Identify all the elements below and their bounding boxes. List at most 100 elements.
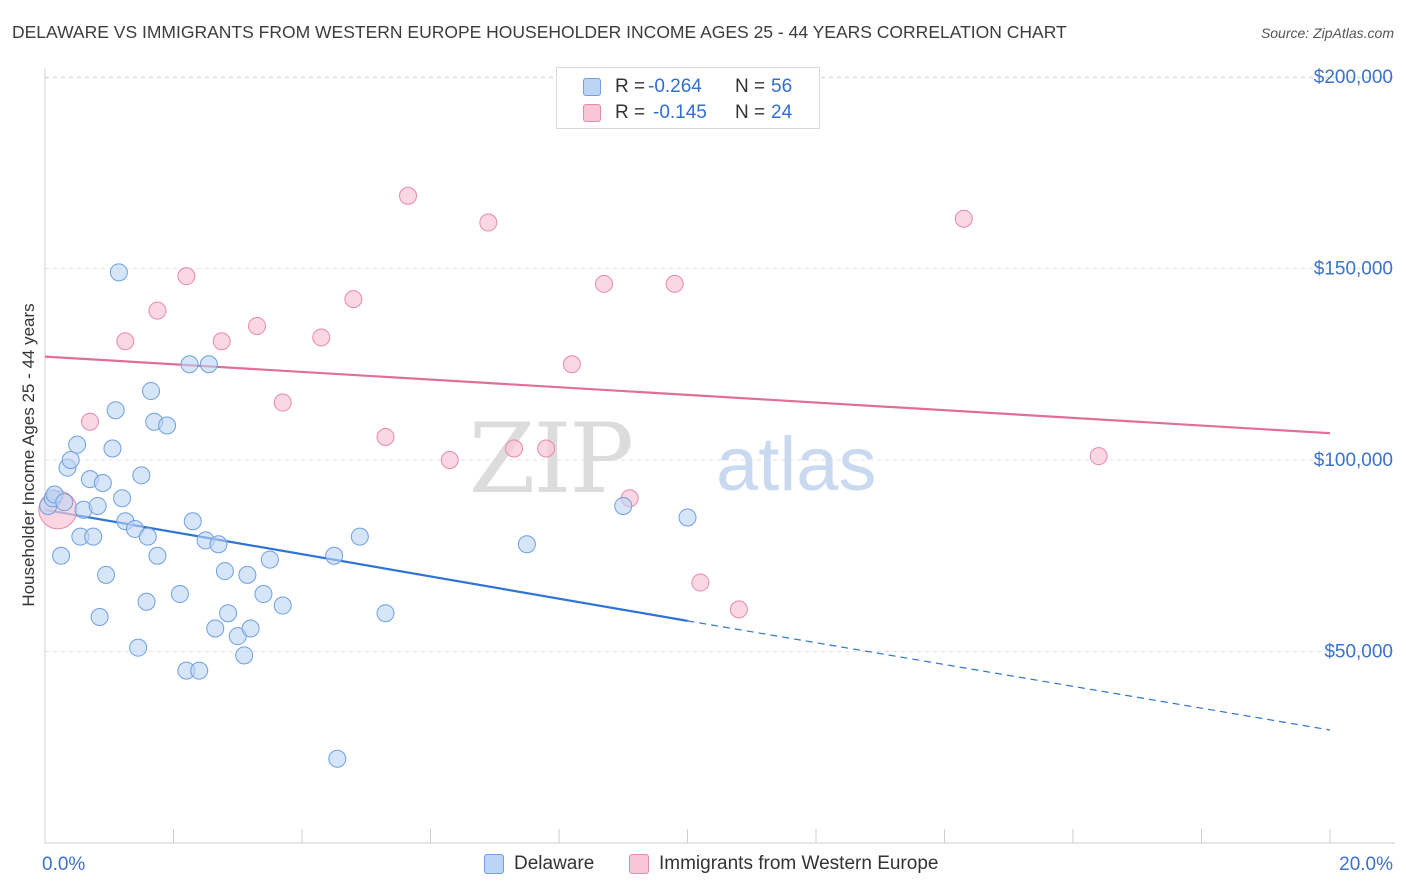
point-immigrants (376, 428, 395, 447)
point-delaware (209, 535, 228, 554)
point-delaware (235, 646, 254, 665)
point-delaware (158, 416, 177, 435)
point-delaware (61, 451, 80, 469)
point-delaware (215, 562, 234, 581)
point-delaware (199, 355, 218, 374)
bottom-legend-label-immigrants: Immigrants from Western Europe (659, 853, 939, 874)
trend-line-immigrants (44, 355, 1331, 435)
chart-title: DELAWARE VS IMMIGRANTS FROM WESTERN EURO… (12, 22, 1067, 42)
point-delaware (52, 546, 71, 565)
legend-r-label: R = (615, 76, 646, 97)
point-delaware (55, 493, 74, 512)
watermark-zip: ZIP (469, 403, 632, 515)
point-delaware (138, 527, 157, 546)
point-immigrants (691, 573, 710, 592)
point-immigrants (177, 267, 196, 286)
point-delaware (219, 604, 238, 623)
point-delaware (328, 749, 347, 768)
point-delaware (109, 263, 128, 282)
y-tick-labels: $50,000 $100,000 $150,000 $200,000 (1314, 67, 1393, 663)
point-delaware (206, 619, 225, 638)
watermark-atlas: atlas (716, 422, 877, 507)
x-tick-labels: 0.0% 20.0% (42, 854, 1393, 875)
point-delaware (180, 355, 199, 374)
point-delaware (142, 382, 161, 401)
point-delaware (238, 565, 257, 584)
point-delaware (678, 508, 697, 527)
bottom-legend-label-delaware: Delaware (514, 853, 595, 874)
chart-source: Source: ZipAtlas.com (1260, 25, 1394, 41)
point-delaware (376, 604, 395, 623)
point-delaware (183, 512, 202, 531)
point-immigrants (344, 290, 363, 309)
legend-r-label: R = (615, 102, 646, 123)
trend-line-delaware-extension (687, 620, 1331, 731)
y-tick-label: $150,000 (1314, 259, 1393, 280)
point-delaware (254, 585, 273, 604)
y-tick-label: $200,000 (1314, 67, 1393, 88)
point-delaware (97, 565, 116, 584)
point-delaware (517, 535, 536, 554)
point-immigrants (729, 600, 748, 619)
bottom-legend: Delaware Immigrants from Western Europe (0, 852, 1406, 876)
y-tick-label: $50,000 (1324, 642, 1393, 663)
point-delaware (350, 527, 369, 546)
point-immigrants (399, 186, 418, 205)
point-delaware (113, 489, 132, 508)
point-immigrants (248, 316, 267, 335)
x-tick-label-start: 0.0% (42, 854, 85, 875)
point-delaware (129, 638, 148, 657)
axes (44, 68, 1395, 844)
legend-swatch-delaware (583, 78, 601, 96)
point-immigrants (954, 209, 973, 228)
point-delaware (614, 496, 633, 515)
point-delaware (170, 585, 189, 604)
point-immigrants (594, 274, 613, 293)
legend-n-label: N = (735, 76, 766, 97)
point-delaware (273, 596, 292, 615)
trend-lines (44, 355, 1331, 731)
point-delaware (90, 608, 109, 627)
series-delaware-points (39, 263, 697, 768)
point-immigrants (1089, 447, 1108, 466)
bottom-legend-swatch-immigrants (629, 854, 649, 874)
bottom-legend-swatch-delaware (484, 854, 504, 874)
gridlines (45, 76, 1395, 652)
point-delaware (137, 592, 156, 611)
point-delaware (148, 546, 167, 565)
watermark: ZIP atlas (469, 403, 877, 515)
legend-n-value-delaware: 56 (771, 76, 793, 97)
legend-n-value-immigrants: 24 (771, 102, 793, 123)
point-immigrants (148, 301, 167, 320)
legend-r-value-immigrants: -0.145 (653, 102, 707, 123)
point-delaware (241, 619, 260, 638)
point-immigrants (537, 439, 556, 458)
point-delaware (132, 466, 151, 485)
point-delaware (84, 527, 103, 546)
point-delaware (93, 473, 112, 492)
point-immigrants (440, 451, 459, 469)
point-immigrants (80, 412, 99, 431)
x-tick-label-end: 20.0% (1339, 854, 1393, 875)
point-delaware (88, 496, 107, 515)
point-delaware (190, 661, 209, 680)
point-immigrants (479, 213, 498, 232)
point-delaware (68, 435, 87, 454)
point-delaware (260, 550, 279, 569)
point-immigrants (273, 393, 292, 412)
point-immigrants (505, 439, 524, 458)
legend: R = -0.264 N = 56 R = -0.145 N = 24 (556, 67, 820, 129)
point-immigrants (212, 332, 231, 351)
point-immigrants (312, 328, 331, 347)
legend-swatch-immigrants (583, 104, 601, 122)
point-immigrants (116, 332, 135, 351)
legend-n-label: N = (735, 102, 766, 123)
legend-r-value-delaware: -0.264 (648, 76, 702, 97)
point-immigrants (562, 355, 581, 374)
point-delaware (103, 439, 122, 458)
y-tick-label: $100,000 (1314, 450, 1393, 471)
y-axis-label: Householder Income Ages 25 - 44 years (19, 303, 38, 606)
trend-line-delaware (44, 508, 688, 622)
point-immigrants (665, 274, 684, 293)
